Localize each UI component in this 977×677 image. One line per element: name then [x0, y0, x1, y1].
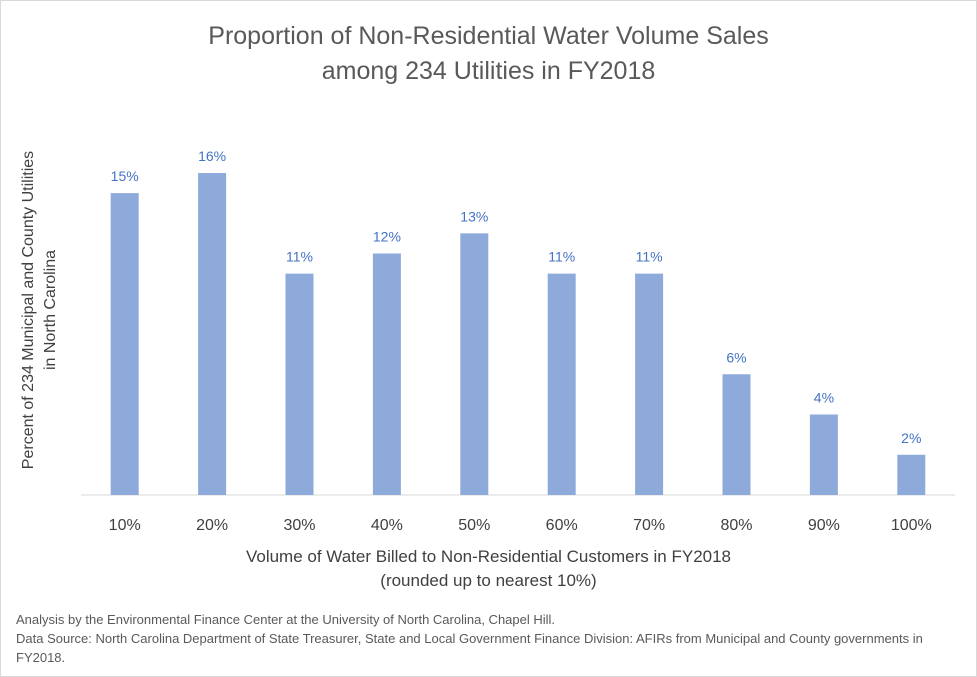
data-label-2: 16%	[198, 148, 226, 164]
data-label-4: 12%	[373, 229, 401, 245]
chart-title-line-2: among 234 Utilities in FY2018	[321, 57, 656, 85]
x-tick-label-9: 90%	[808, 517, 840, 534]
bar-10	[897, 454, 926, 495]
x-tick-label-3: 30%	[283, 517, 315, 534]
data-label-8: 6%	[726, 349, 746, 365]
chart-title-line-1: Proportion of Non-Residential Water Volu…	[208, 22, 769, 50]
analysis-note: Analysis by the Environmental Finance Ce…	[16, 612, 556, 627]
x-tick-label-8: 80%	[720, 517, 752, 534]
chart-title: Proportion of Non-Residential Water Volu…	[0, 19, 977, 89]
x-tick-label-2: 20%	[196, 517, 228, 534]
data-label-6: 11%	[548, 249, 575, 265]
bar-7	[635, 273, 664, 495]
x-axis-label-line-2: (rounded up to nearest 10%)	[380, 571, 597, 590]
x-tick-label-1: 10%	[109, 517, 141, 534]
data-label-1: 15%	[111, 168, 139, 184]
bar-1	[110, 193, 139, 495]
x-tick-label-5: 50%	[458, 517, 490, 534]
x-tick-label-6: 60%	[546, 517, 578, 534]
source-notes: Analysis by the Environmental Finance Ce…	[16, 610, 966, 667]
data-label-9: 4%	[814, 390, 834, 406]
bar-4	[372, 253, 401, 495]
bar-3	[285, 273, 314, 495]
x-tick-label-10: 100%	[891, 517, 932, 534]
bar-8	[722, 374, 751, 495]
bar-2	[198, 173, 227, 495]
bar-9	[809, 414, 838, 495]
x-axis-label-line-1: Volume of Water Billed to Non-Residentia…	[245, 547, 732, 566]
data-label-10: 2%	[901, 430, 921, 446]
bar-6	[547, 273, 576, 495]
data-label-3: 11%	[286, 249, 313, 265]
x-tick-label-7: 70%	[633, 517, 665, 534]
x-tick-label-4: 40%	[371, 517, 403, 534]
data-label-7: 11%	[636, 249, 663, 265]
bar-5	[460, 233, 489, 495]
data-label-5: 13%	[460, 208, 488, 224]
x-axis-label: Volume of Water Billed to Non-Residentia…	[0, 545, 977, 593]
data-source-note: Data Source: North Carolina Department o…	[16, 631, 927, 665]
